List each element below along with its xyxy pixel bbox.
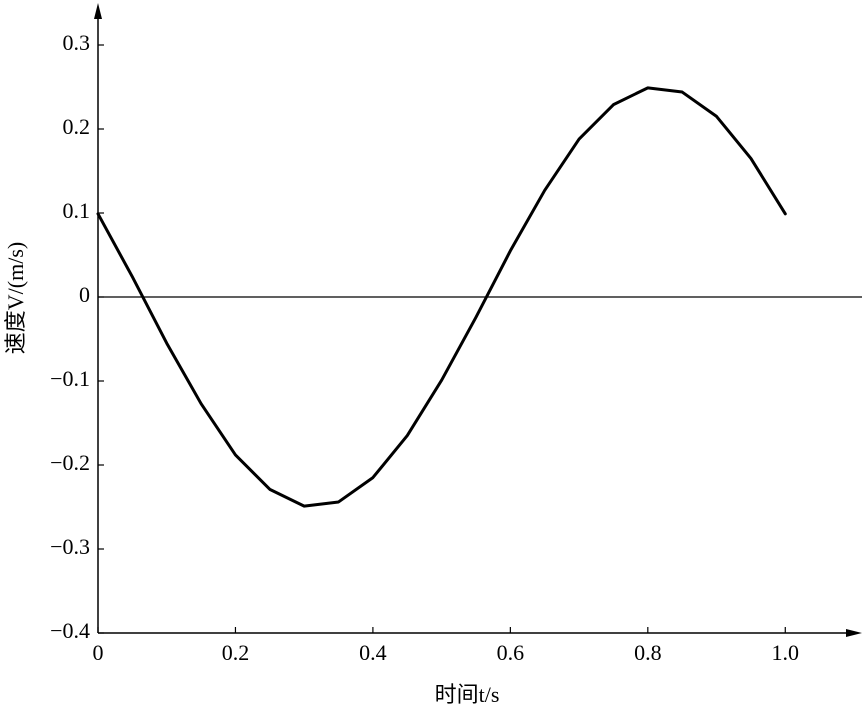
x-tick-label: 0.2 [222, 640, 250, 665]
x-tick-label: 1.0 [772, 640, 800, 665]
x-axis-arrow [846, 629, 862, 637]
x-tick-label: 0 [93, 640, 104, 665]
y-tick-label: −0.3 [50, 534, 90, 559]
y-tick-label: 0 [79, 282, 90, 307]
y-tick-label: 0.3 [63, 30, 91, 55]
y-axis-arrow [94, 3, 102, 19]
y-tick-label: −0.2 [50, 450, 90, 475]
y-tick-label: 0.2 [63, 114, 91, 139]
y-tick-label: −0.4 [50, 618, 90, 643]
x-tick-label: 0.6 [497, 640, 525, 665]
x-tick-label: 0.8 [634, 640, 662, 665]
y-tick-label: 0.1 [63, 198, 91, 223]
y-axis-label: 速度V/(m/s) [3, 242, 28, 354]
x-axis-label: 时间t/s [435, 682, 500, 707]
x-tick-label: 0.4 [359, 640, 387, 665]
line [96, 86, 787, 508]
y-tick-label: −0.1 [50, 366, 90, 391]
